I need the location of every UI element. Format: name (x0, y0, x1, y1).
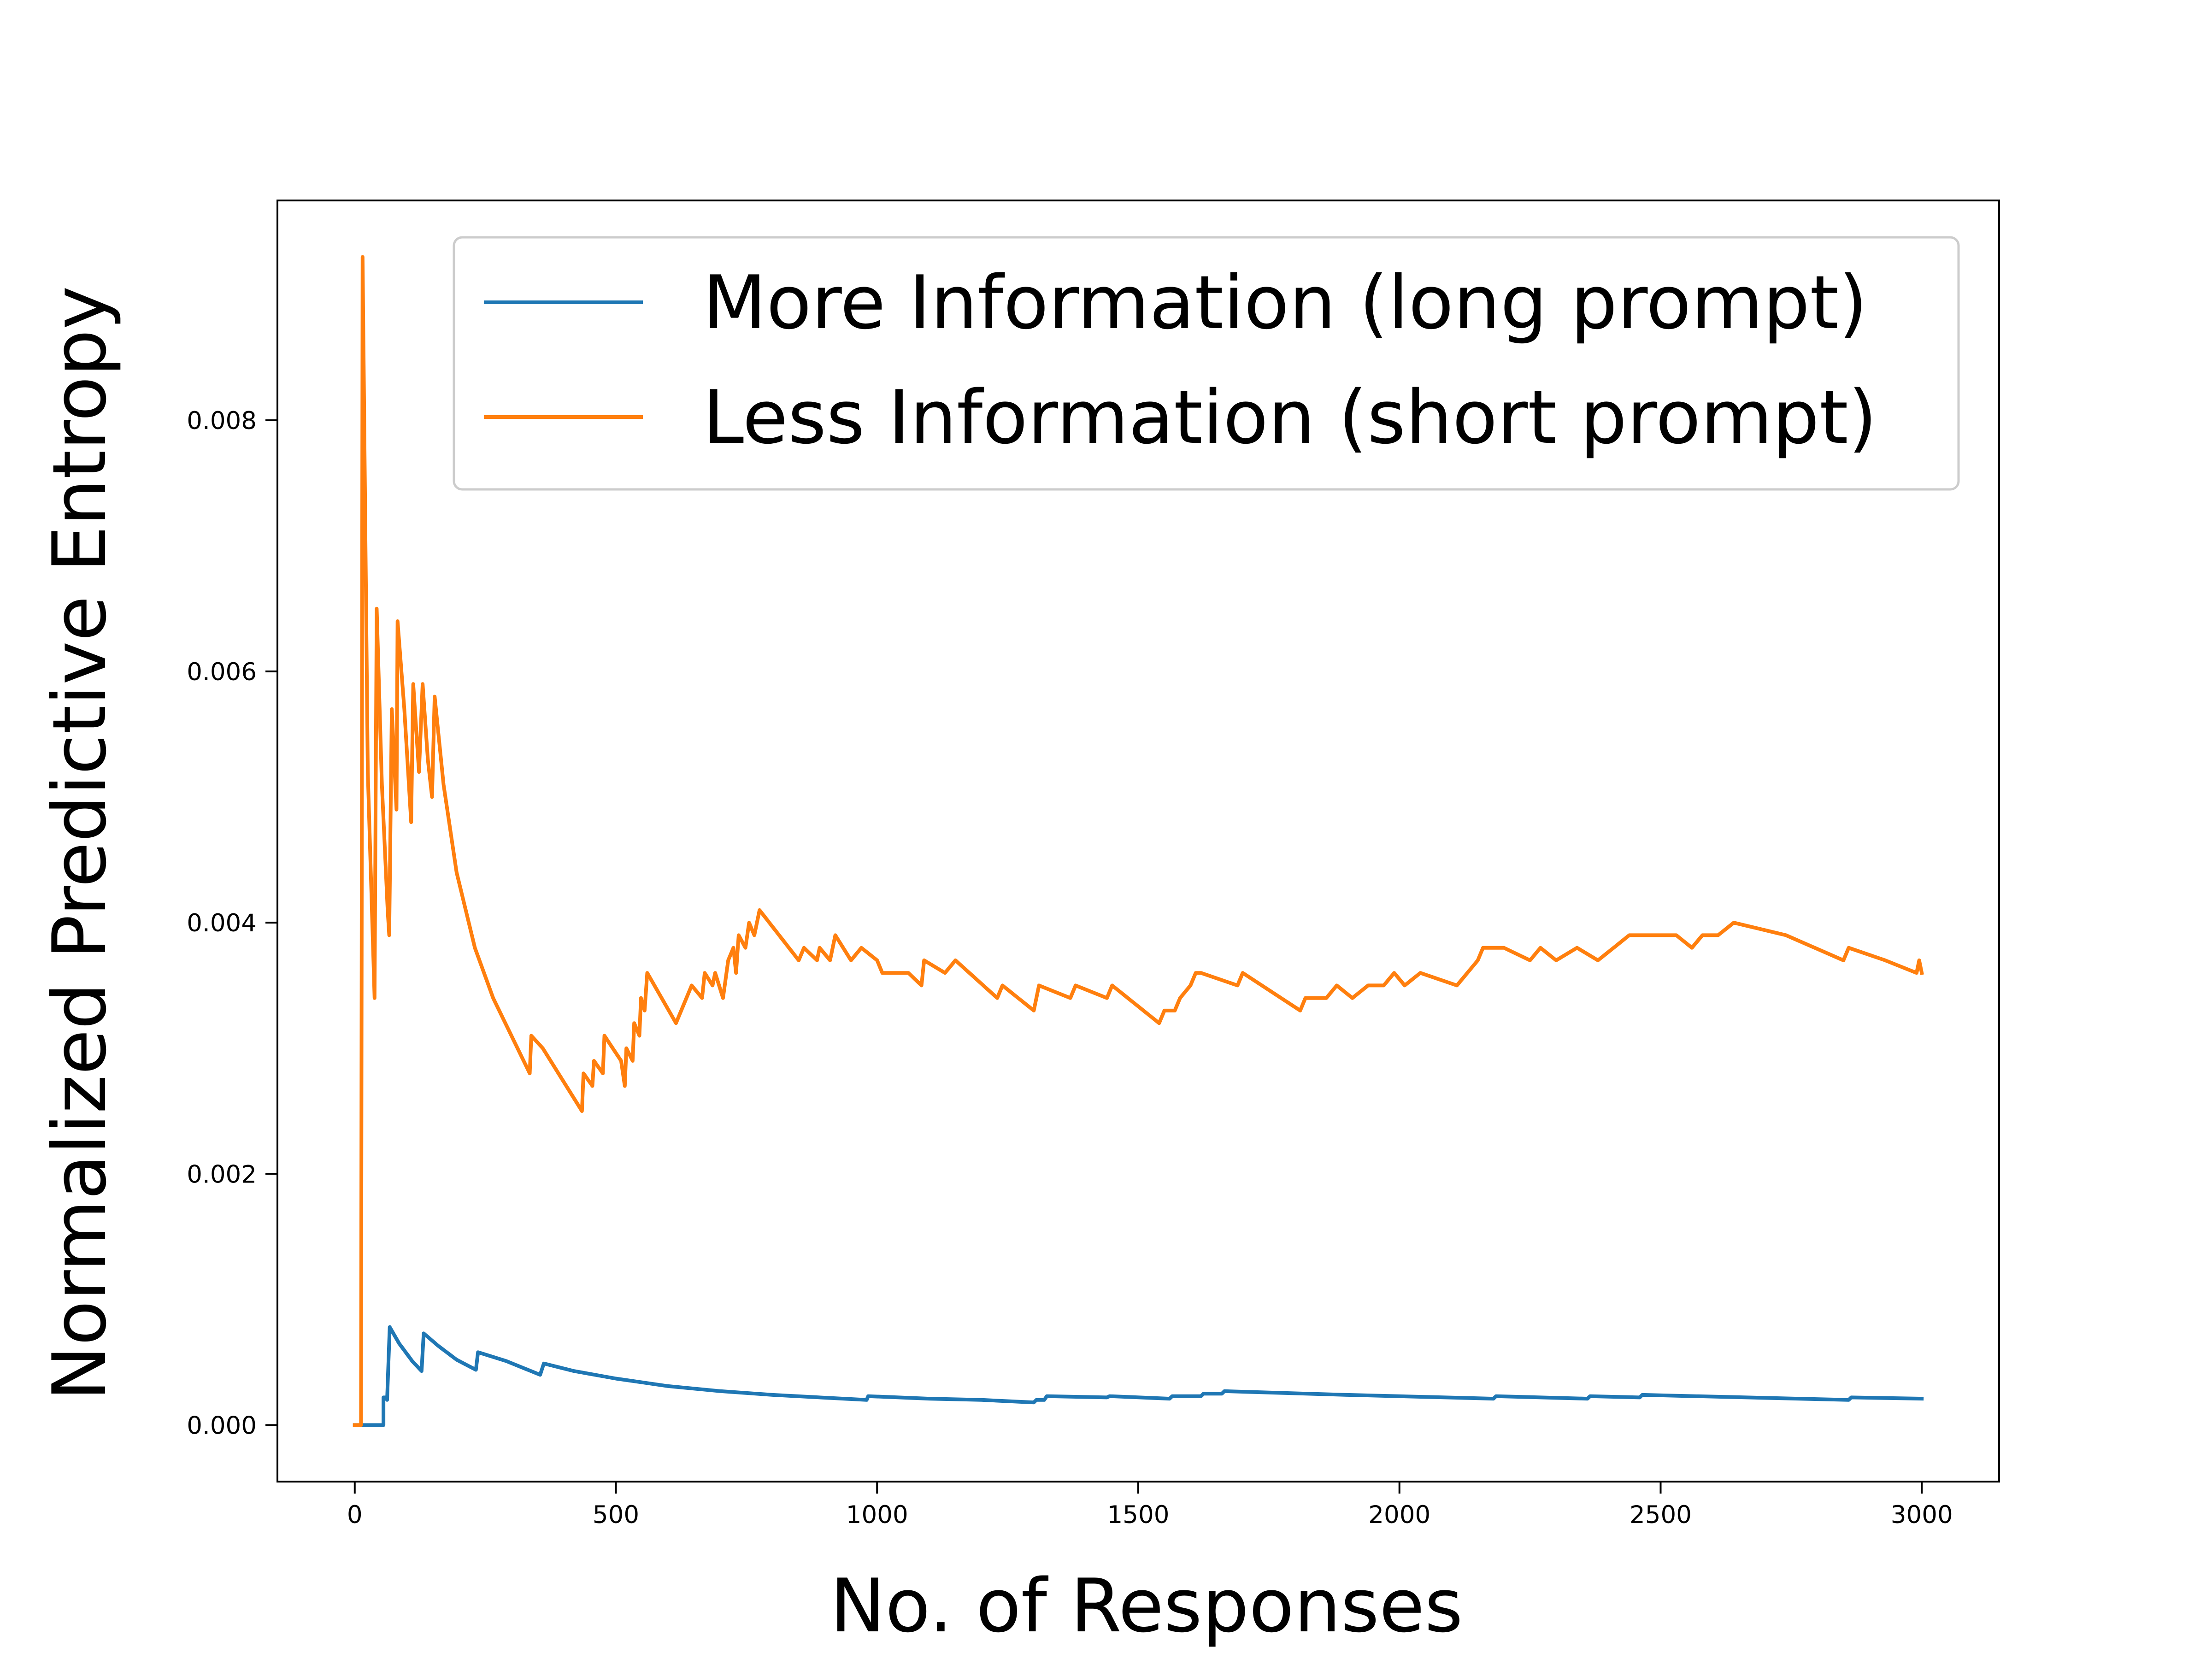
x-tick-label: 1500 (1107, 1501, 1170, 1529)
x-tick-label: 2500 (1630, 1501, 1692, 1529)
legend: More Information (long prompt) Less Info… (453, 236, 1960, 491)
x-axis-title: No. of Responses (830, 1563, 1463, 1649)
y-tick-label: 0.000 (187, 1412, 257, 1440)
y-tick-label: 0.004 (187, 909, 257, 937)
y-axis-title: Normalized Predictive Entropy (36, 286, 123, 1400)
y-tick-label: 0.008 (187, 407, 257, 435)
legend-box (453, 236, 1960, 491)
plot-area (353, 255, 1924, 1427)
x-tick-label: 0 (347, 1501, 363, 1529)
x-tick-label: 3000 (1891, 1501, 1953, 1529)
x-tick-label: 500 (593, 1501, 639, 1529)
series-line-short-prompt (353, 255, 1924, 1427)
y-tick-label: 0.002 (187, 1160, 257, 1188)
legend-label: More Information (long prompt) (703, 259, 1867, 346)
legend-label: Less Information (short prompt) (703, 374, 1877, 460)
series-line-long-prompt (353, 1325, 1924, 1427)
axes: 0 500 1000 1500 2000 2500 3000 0.000 0.002 0.004 0… (187, 200, 2000, 1529)
x-tick-label: 2000 (1368, 1501, 1430, 1529)
x-tick-label: 1000 (846, 1501, 908, 1529)
y-tick-label: 0.006 (187, 658, 257, 686)
